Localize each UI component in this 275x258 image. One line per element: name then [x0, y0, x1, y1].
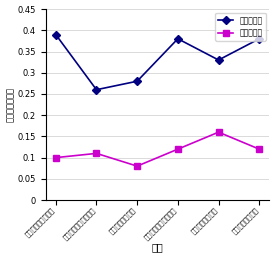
静摩擦係数	[136, 80, 139, 83]
静摩擦係数	[54, 33, 57, 36]
静摩擦係数	[258, 37, 261, 40]
動摩擦係数	[54, 156, 57, 159]
Y-axis label: 静・動摩擦係数: 静・動摩擦係数	[6, 87, 15, 122]
静摩擦係数	[217, 59, 220, 62]
Line: 動摩擦係数: 動摩擦係数	[53, 129, 262, 169]
X-axis label: 試料: 試料	[152, 243, 163, 252]
動摩擦係数	[258, 148, 261, 151]
Legend: 静摩擦係数, 動摩擦係数: 静摩擦係数, 動摩擦係数	[215, 13, 266, 41]
動摩擦係数	[95, 152, 98, 155]
動摩擦係数	[136, 165, 139, 168]
動摩擦係数	[176, 148, 180, 151]
動摩擦係数	[217, 131, 220, 134]
静摩擦係数	[176, 37, 180, 40]
Line: 静摩擦係数: 静摩擦係数	[53, 32, 262, 92]
静摩擦係数	[95, 88, 98, 91]
